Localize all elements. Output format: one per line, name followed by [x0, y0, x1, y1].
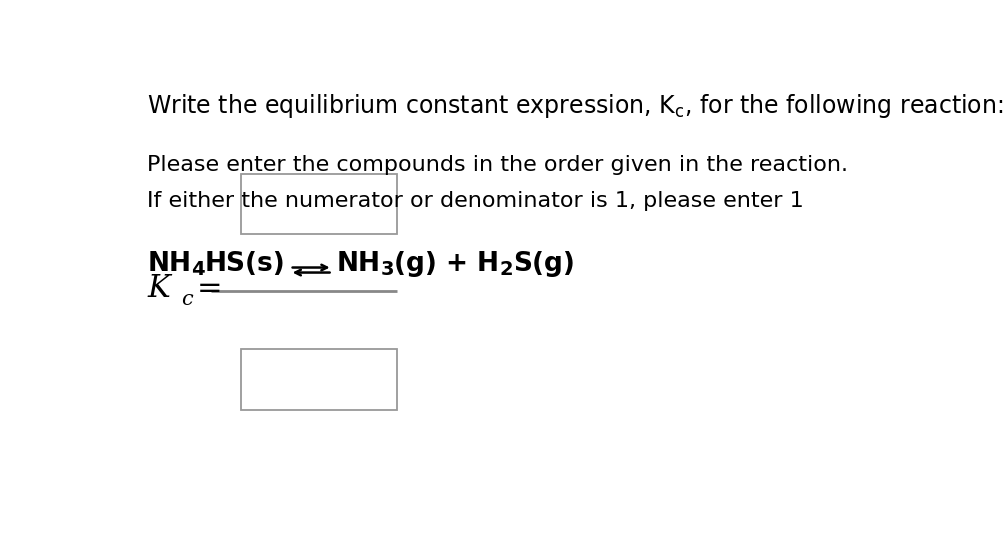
Text: 2: 2: [499, 261, 513, 280]
Bar: [241, 174, 397, 235]
Text: H: H: [477, 251, 499, 277]
Text: S(g): S(g): [513, 251, 575, 277]
Text: 3: 3: [381, 261, 394, 280]
Text: HS(s): HS(s): [205, 251, 285, 277]
Text: If either the numerator or denominator is 1, please enter 1: If either the numerator or denominator i…: [148, 191, 804, 211]
Text: Please enter the compounds in the order given in the reaction.: Please enter the compounds in the order …: [148, 155, 848, 175]
Text: (g) +: (g) +: [394, 251, 477, 277]
Text: =: =: [197, 274, 222, 304]
Text: K: K: [148, 273, 170, 304]
Bar: [241, 350, 397, 410]
Text: NH: NH: [148, 251, 191, 277]
Text: Write the equilibrium constant expression, $\mathregular{K_c}$, for the followin: Write the equilibrium constant expressio…: [148, 92, 1004, 121]
Text: 4: 4: [191, 261, 205, 280]
Text: c: c: [181, 290, 193, 309]
Text: NH: NH: [337, 251, 381, 277]
